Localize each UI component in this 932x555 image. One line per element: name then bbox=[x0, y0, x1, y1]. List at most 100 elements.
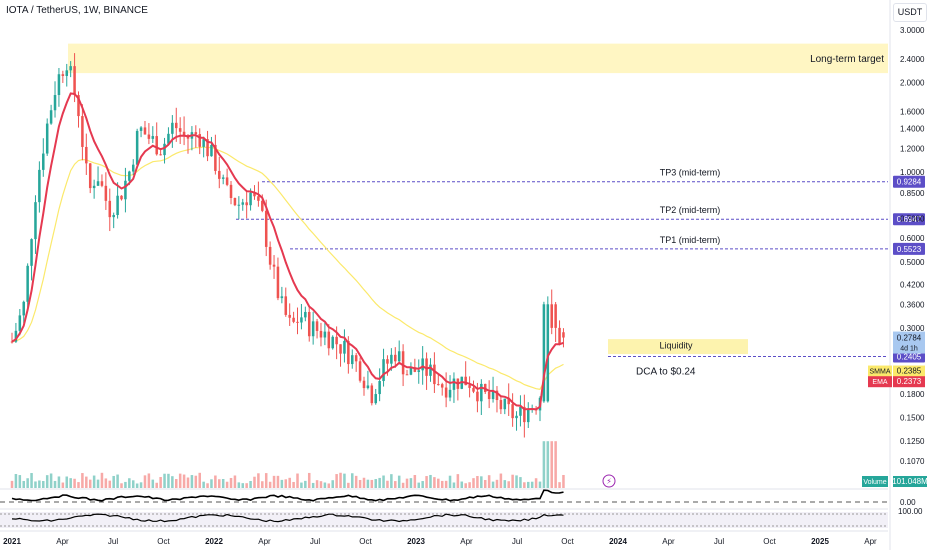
candle-body bbox=[472, 387, 475, 392]
candle-body bbox=[81, 116, 84, 147]
candle-body bbox=[550, 304, 553, 328]
candle-body bbox=[358, 361, 362, 381]
price-tick: 0.8500 bbox=[900, 189, 925, 198]
time-tick: Jul bbox=[512, 537, 522, 546]
candle-body bbox=[491, 390, 495, 400]
candle-body bbox=[292, 317, 295, 322]
volume-bar bbox=[45, 475, 49, 488]
volume-bar bbox=[276, 475, 280, 488]
candle-body bbox=[26, 265, 29, 302]
candle-body bbox=[147, 134, 151, 139]
volume-bar bbox=[108, 480, 112, 488]
candle-body bbox=[382, 359, 385, 382]
price-level-tag-text: 0.9284 bbox=[897, 178, 922, 187]
volume-bar bbox=[534, 478, 538, 488]
candle-body bbox=[22, 301, 25, 316]
candle-body bbox=[405, 374, 409, 376]
ma-price-text: 0.2373 bbox=[897, 377, 922, 386]
volume-bar bbox=[390, 474, 393, 488]
volume-bar bbox=[221, 478, 225, 488]
price-tick: 0.3000 bbox=[900, 324, 925, 333]
price-level-tag bbox=[893, 213, 925, 226]
candle-body bbox=[221, 177, 225, 179]
volume-bar bbox=[182, 474, 186, 488]
volume-bar bbox=[339, 472, 342, 488]
volume-bar bbox=[10, 480, 14, 488]
price-tick: 0.5000 bbox=[900, 258, 925, 267]
candle-body bbox=[131, 164, 135, 172]
candle-body bbox=[268, 246, 272, 265]
volume-bar bbox=[429, 474, 432, 488]
candle-body bbox=[65, 70, 69, 76]
candle-body bbox=[159, 154, 162, 156]
volume-bar bbox=[49, 473, 53, 488]
candle-body bbox=[167, 133, 170, 144]
ma-label-tag bbox=[868, 376, 892, 388]
volume-bar bbox=[472, 478, 475, 488]
candle-body bbox=[10, 341, 14, 343]
volume-bar bbox=[81, 473, 84, 488]
volume-bar bbox=[526, 481, 530, 488]
volume-bar bbox=[523, 482, 526, 488]
volume-bar bbox=[331, 480, 334, 488]
volume-bar bbox=[319, 481, 323, 488]
time-tick: Jul bbox=[108, 537, 118, 546]
volume-bar bbox=[452, 482, 456, 488]
currency-button[interactable]: USDT bbox=[893, 3, 927, 22]
candle-body bbox=[366, 385, 370, 389]
volume-bar bbox=[448, 475, 452, 488]
volume-bar bbox=[327, 483, 331, 488]
volume-bar bbox=[456, 474, 460, 488]
candle-body bbox=[487, 392, 491, 400]
time-tick: Oct bbox=[763, 537, 776, 546]
volume-bar bbox=[14, 474, 18, 488]
price-tick: 0.6000 bbox=[900, 234, 925, 243]
time-tick: 2024 bbox=[609, 537, 627, 546]
volume-bar bbox=[249, 480, 252, 488]
candle-body bbox=[77, 95, 80, 117]
volume-bar bbox=[562, 474, 565, 488]
volume-bar bbox=[366, 479, 370, 488]
liquidity-label: Liquidity bbox=[659, 340, 693, 350]
volume-bar bbox=[284, 479, 288, 488]
volume-bar bbox=[116, 474, 119, 488]
volume-bar bbox=[128, 478, 131, 488]
volume-bar bbox=[155, 482, 158, 488]
volume-bar bbox=[315, 480, 319, 488]
candle-body bbox=[261, 200, 264, 211]
candle-body bbox=[300, 317, 303, 323]
candle-body bbox=[108, 200, 112, 218]
time-tick: Apr bbox=[56, 537, 69, 546]
volume-bar bbox=[104, 478, 108, 488]
volume-bar bbox=[272, 475, 276, 488]
volume-bar bbox=[483, 479, 487, 488]
volume-bar bbox=[343, 473, 346, 488]
volume-bar bbox=[304, 480, 307, 488]
candle-body bbox=[429, 364, 432, 376]
volume-bar bbox=[437, 478, 440, 488]
candle-body bbox=[452, 378, 456, 390]
volume-bar bbox=[61, 482, 65, 488]
volume-bar bbox=[143, 475, 147, 488]
candle-body bbox=[171, 122, 174, 134]
volume-bar bbox=[77, 482, 80, 488]
price-tick: 1.2000 bbox=[900, 145, 925, 154]
ma-price-tag bbox=[893, 376, 925, 388]
volume-bar bbox=[261, 481, 264, 488]
volume-value-tag bbox=[893, 476, 927, 487]
volume-bar bbox=[440, 480, 444, 488]
volume-bar bbox=[135, 483, 139, 488]
time-tick: Apr bbox=[460, 537, 473, 546]
volume-bar bbox=[178, 473, 182, 488]
volume-bar bbox=[96, 479, 100, 488]
osc2-tick: 100.00 bbox=[898, 507, 923, 516]
volume-bar bbox=[163, 473, 166, 488]
volume-bar bbox=[511, 474, 514, 488]
candle-body bbox=[249, 192, 252, 206]
volume-bar bbox=[464, 483, 467, 488]
candle-body bbox=[519, 406, 522, 416]
volume-bar bbox=[233, 475, 237, 488]
lightning-icon bbox=[602, 474, 616, 488]
